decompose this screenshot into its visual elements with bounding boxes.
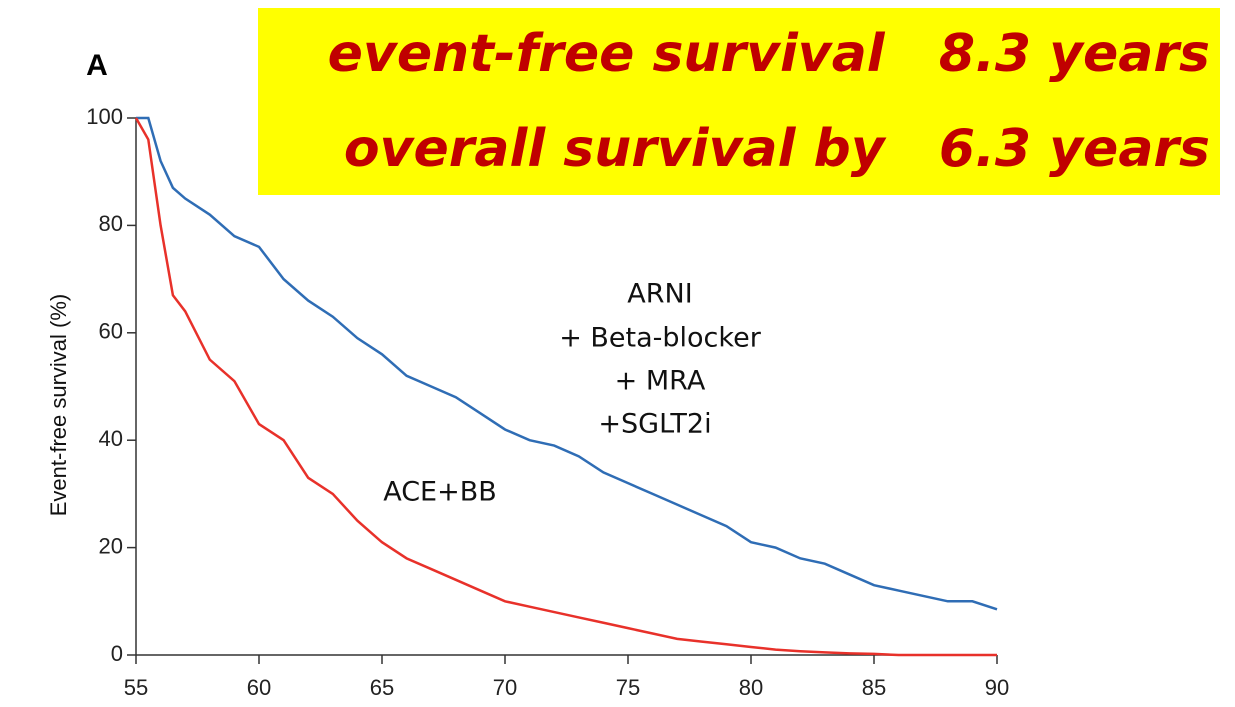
banner-box bbox=[258, 8, 1220, 195]
y-tick-label: 0 bbox=[111, 641, 123, 666]
annotation: + MRA bbox=[615, 366, 706, 397]
annotation: ARNI bbox=[627, 279, 692, 310]
y-axis-label: Event-free survival (%) bbox=[46, 294, 71, 517]
x-tick-label: 65 bbox=[370, 675, 394, 700]
x-tick-label: 85 bbox=[862, 675, 886, 700]
series-line bbox=[134, 117, 997, 657]
y-tick-label: 100 bbox=[86, 104, 123, 129]
x-tick-label: 55 bbox=[124, 675, 148, 700]
banner-line: overall survival by 6.3 years bbox=[344, 119, 1210, 179]
series-line bbox=[136, 116, 998, 611]
x-tick-label: 70 bbox=[493, 675, 517, 700]
legend-label: ACE+BB bbox=[383, 477, 497, 508]
banner-line: event-free survival 8.3 years bbox=[328, 24, 1210, 84]
y-tick-label: 60 bbox=[99, 319, 123, 344]
x-tick-label: 90 bbox=[985, 675, 1009, 700]
x-tick-label: 80 bbox=[739, 675, 763, 700]
x-tick-label: 75 bbox=[616, 675, 640, 700]
y-tick-label: 20 bbox=[99, 533, 123, 558]
y-tick-label: 40 bbox=[99, 426, 123, 451]
y-tick-label: 80 bbox=[99, 211, 123, 236]
annotation: + Beta-blocker bbox=[559, 323, 762, 354]
panel-label: A bbox=[86, 49, 108, 82]
annotation: +SGLT2i bbox=[598, 409, 711, 440]
x-tick-label: 60 bbox=[247, 675, 271, 700]
